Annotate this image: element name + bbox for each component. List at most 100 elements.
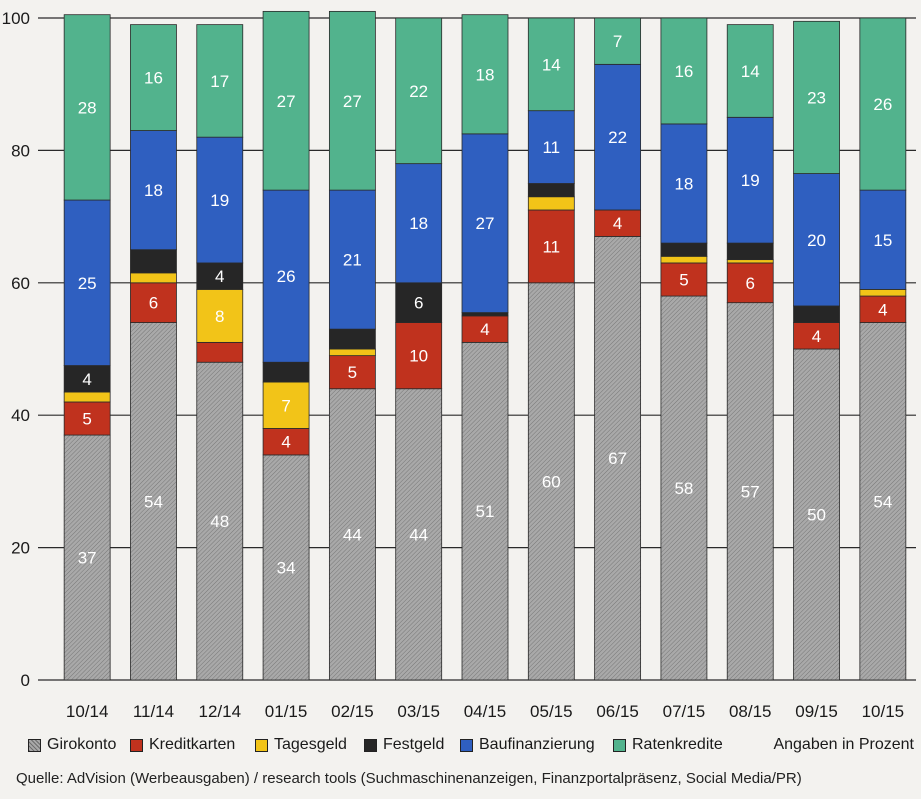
legend-swatch-ratenkredite: [613, 738, 626, 752]
bar-segment: [262, 381, 310, 429]
data-label: 20: [807, 231, 826, 250]
legend-label-ratenkredite: Ratenkredite: [632, 736, 723, 753]
data-label: 11: [542, 138, 560, 157]
bar-segment: [527, 17, 575, 112]
legend-swatch-festgeld: [364, 738, 377, 752]
data-label: 4: [613, 214, 622, 233]
data-label: 44: [343, 525, 362, 544]
bar-segment: [726, 302, 774, 681]
data-label: 5: [679, 270, 688, 289]
legend-item-girokonto: Girokonto: [28, 736, 116, 754]
data-label: 19: [210, 191, 229, 210]
data-label: 19: [741, 171, 760, 190]
data-label: 67: [608, 449, 627, 468]
x-tick-label: 06/15: [596, 702, 639, 721]
data-label: 7: [281, 396, 290, 415]
data-label: 4: [82, 370, 91, 389]
data-label: 4: [480, 320, 489, 339]
bar-segment: [660, 255, 708, 264]
legend-label-baufinanzierung: Baufinanzierung: [479, 736, 595, 753]
data-label: 6: [414, 294, 423, 313]
data-label: 58: [674, 479, 693, 498]
x-tick-label: 02/15: [331, 702, 374, 721]
data-label: 34: [277, 558, 296, 577]
data-label: 22: [409, 82, 428, 101]
bar-segment: [328, 355, 376, 390]
bar-segment: [328, 328, 376, 350]
legend-item-festgeld: Festgeld: [364, 736, 444, 754]
data-label: 60: [542, 472, 561, 491]
bar-segment: [793, 348, 840, 681]
bar-segment: [262, 428, 310, 456]
bar-segment: [461, 341, 509, 681]
x-tick-label: 08/15: [729, 702, 772, 721]
bar-segment: [660, 123, 708, 244]
data-label: 18: [476, 65, 495, 84]
legend-swatch-kreditkarten: [130, 738, 143, 752]
data-label: 16: [144, 69, 163, 88]
data-label: 28: [78, 98, 97, 117]
data-label: 16: [674, 62, 693, 81]
bar-segment: [660, 242, 708, 257]
bar-segment: [196, 361, 244, 681]
bar-segment: [726, 259, 774, 264]
x-tick-label: 11/14: [133, 702, 174, 721]
data-label: 8: [215, 307, 224, 326]
bar-segment: [793, 173, 840, 307]
bar-segment: [660, 295, 708, 681]
bar-segment: [527, 196, 575, 211]
data-label: 5: [348, 363, 357, 382]
bar-segment: [594, 17, 642, 65]
data-label: 51: [476, 502, 495, 521]
x-tick-label: 07/15: [663, 702, 706, 721]
bar-segment: [461, 133, 509, 313]
legend-item-tagesgeld: Tagesgeld: [255, 736, 347, 754]
data-label: 7: [613, 32, 622, 51]
data-label: 50: [807, 506, 826, 525]
bar-segment: [527, 209, 575, 284]
x-tick-label: 05/15: [530, 702, 573, 721]
bar-segment: [859, 322, 907, 681]
source-note: Quelle: AdVision (Werbeausgaben) / resea…: [16, 770, 802, 787]
data-label: 18: [144, 181, 163, 200]
bar-segment: [196, 289, 244, 343]
data-label: 26: [873, 95, 892, 114]
bar-segment: [130, 322, 177, 681]
data-label: 18: [674, 175, 693, 194]
data-label: 4: [281, 433, 290, 452]
bar-segment: [63, 434, 111, 681]
data-label: 4: [878, 300, 887, 319]
data-label: 27: [277, 92, 296, 111]
bar-segment: [859, 189, 907, 290]
data-label: 22: [608, 128, 627, 147]
bar-segment: [130, 130, 177, 251]
x-tick-label: 10/15: [862, 702, 905, 721]
data-label: 26: [277, 267, 296, 286]
data-label: 25: [78, 274, 97, 293]
bar-segment: [328, 348, 376, 357]
x-tick-label: 10/14: [66, 702, 109, 721]
bar-segment: [594, 236, 642, 681]
y-tick-label: 0: [21, 671, 30, 690]
data-label: 17: [210, 72, 229, 91]
data-label: 14: [741, 62, 760, 81]
data-label: 15: [873, 231, 892, 250]
data-label: 10: [409, 347, 428, 366]
bar-segment: [130, 272, 177, 284]
bar-segment: [859, 17, 907, 191]
y-tick-label: 80: [11, 141, 30, 160]
data-label: 6: [745, 274, 754, 293]
data-label: 54: [873, 492, 892, 511]
data-label: 18: [409, 214, 428, 233]
legend-label-festgeld: Festgeld: [383, 736, 445, 753]
bar-segment: [726, 116, 774, 244]
data-label: 27: [476, 214, 495, 233]
bar-segment: [859, 289, 907, 297]
x-tick-label: 04/15: [464, 702, 507, 721]
data-label: 5: [82, 410, 91, 429]
x-tick-label: 12/14: [198, 702, 241, 721]
bar-segment: [130, 24, 177, 131]
legend-item-ratenkredite: Ratenkredite: [613, 736, 723, 754]
